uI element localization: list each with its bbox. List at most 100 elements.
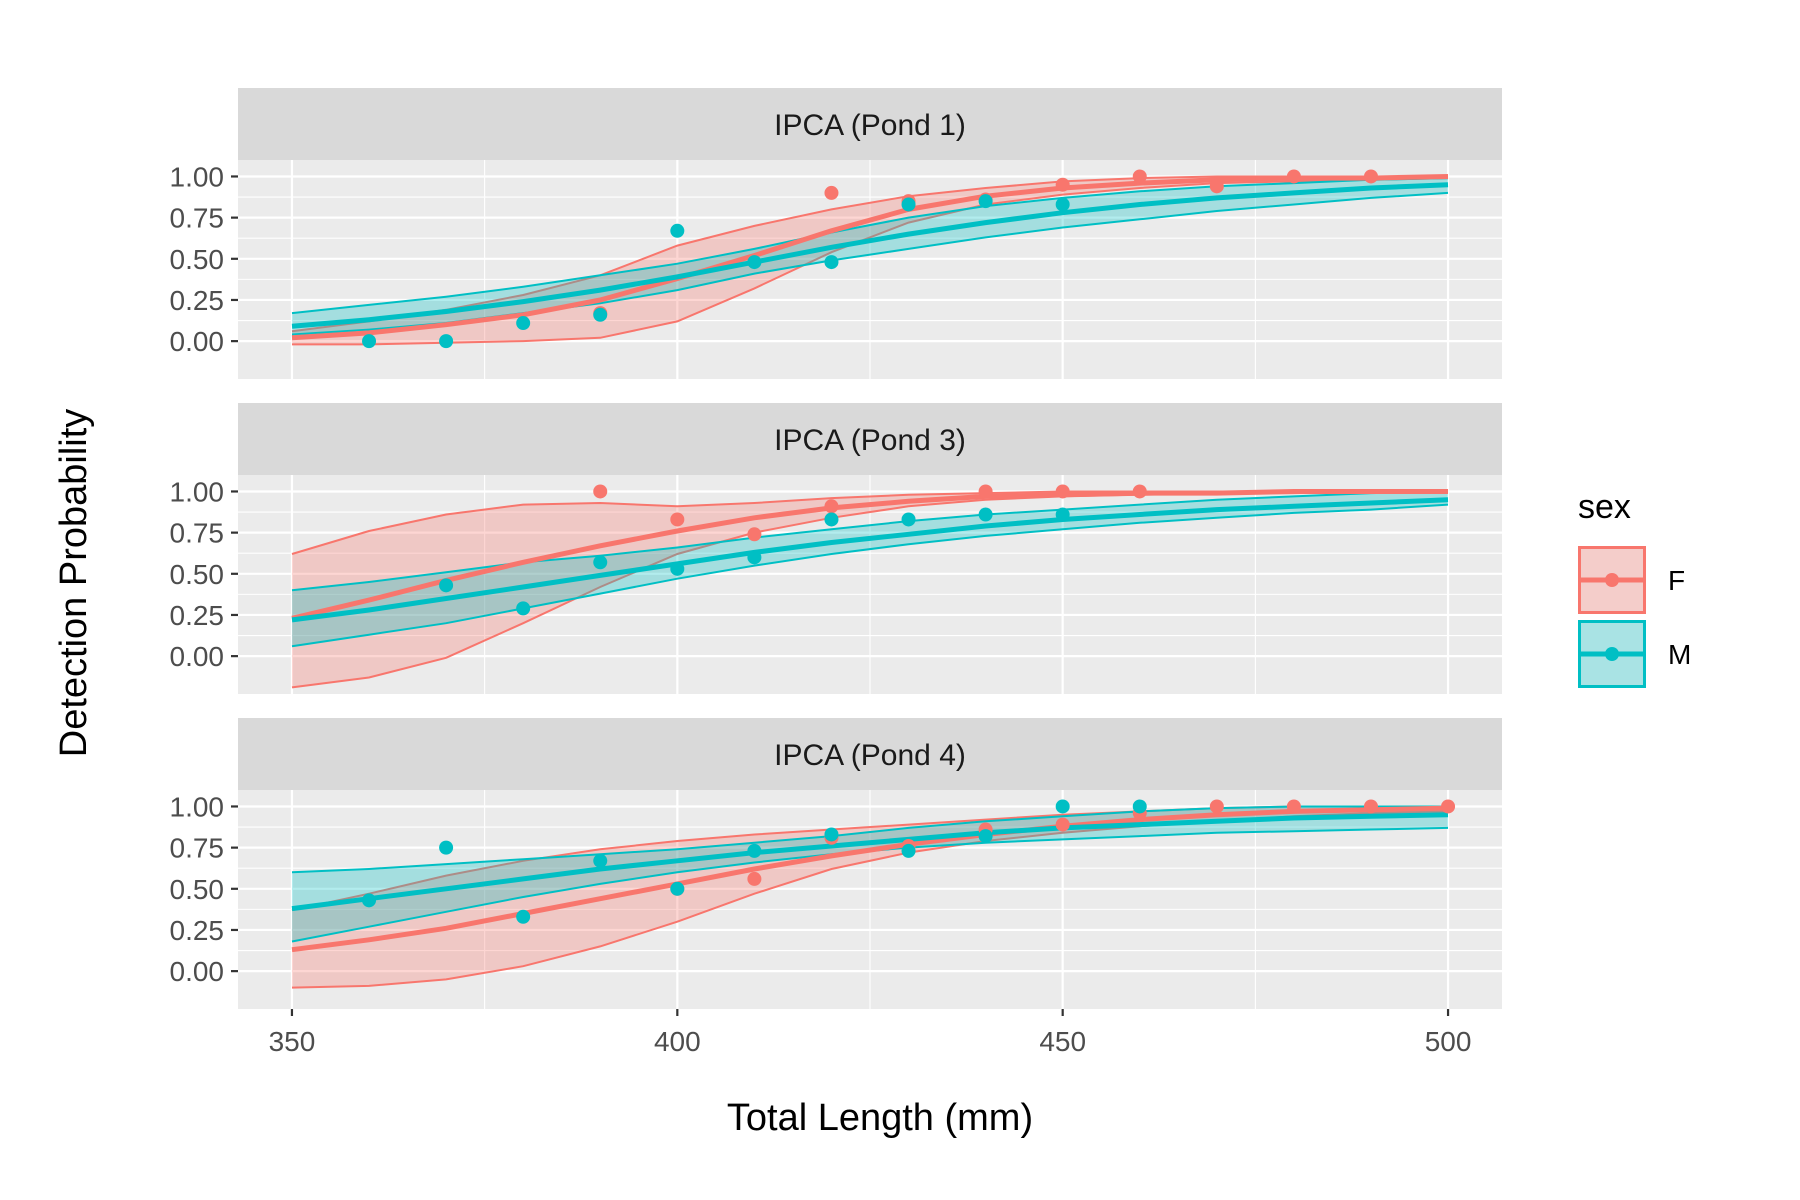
y-tick-label: 1.00 [170, 476, 225, 507]
data-point-M [747, 550, 762, 565]
x-tick-label: 500 [1425, 1026, 1472, 1057]
fit-line-M [291, 812, 1449, 912]
data-point-F [824, 499, 839, 514]
data-point-M [1055, 197, 1070, 212]
data-point-M [516, 316, 531, 331]
y-tick-label: 1.00 [170, 791, 225, 822]
confidence-band-F [292, 806, 1448, 988]
data-point-F [824, 185, 839, 200]
legend-key-point [1605, 573, 1619, 587]
panel-data [291, 484, 1449, 689]
x-axis: 350 400 450 500 [269, 1009, 1472, 1057]
data-point-M [1055, 799, 1070, 814]
data-point-M [978, 829, 993, 844]
x-tick-label: 450 [1039, 1026, 1086, 1057]
y-tick-label: 0.75 [170, 518, 225, 549]
data-point-M [439, 334, 454, 349]
y-tick-label: 0.25 [170, 285, 225, 316]
data-point-M [362, 893, 377, 908]
y-tick-label: 0.75 [170, 203, 225, 234]
data-point-M [901, 512, 916, 527]
legend-title: sex [1578, 488, 1631, 526]
facet-panel: IPCA (Pond 4) 0.00 0.25 0.50 0.75 1.00 [170, 718, 1502, 1009]
band-lower-edge-M [291, 503, 1449, 648]
data-point-M [747, 255, 762, 270]
data-point-M [1132, 799, 1147, 814]
fit-line-M [291, 497, 1449, 623]
data-point-M [670, 223, 685, 238]
data-point-F [978, 484, 993, 499]
legend-label: F [1668, 565, 1685, 596]
data-point-M [824, 255, 839, 270]
y-tick-label: 0.25 [170, 915, 225, 946]
x-tick-label: 350 [269, 1026, 316, 1057]
data-point-M [901, 843, 916, 858]
y-tick-label: 0.50 [170, 874, 225, 905]
data-point-M [1055, 507, 1070, 522]
y-tick-label: 0.50 [170, 559, 225, 590]
band-upper-edge-M [291, 805, 1448, 874]
data-point-M [670, 881, 685, 896]
data-point-F [747, 527, 762, 542]
legend-item-F: F [1578, 546, 1685, 614]
band-lower-edge-F [292, 177, 1449, 346]
data-point-M [593, 853, 608, 868]
data-point-F [1363, 799, 1378, 814]
panel-data [291, 169, 1449, 349]
y-tick-label: 0.00 [170, 956, 225, 987]
data-point-F [1286, 169, 1301, 184]
data-point-M [593, 555, 608, 570]
y-tick-label: 0.50 [170, 244, 225, 275]
fit-line-M [291, 182, 1449, 329]
data-point-F [1209, 179, 1224, 194]
data-point-M [670, 561, 685, 576]
confidence-band-F [292, 491, 1448, 688]
band-upper-edge-M [291, 490, 1449, 592]
facet-strip [238, 718, 1502, 790]
y-tick-label: 0.75 [170, 833, 225, 864]
data-point-M [747, 843, 762, 858]
legend: sex F M [1578, 488, 1691, 688]
fit-line-F [291, 174, 1449, 341]
data-point-F [1209, 799, 1224, 814]
panel-data [291, 799, 1456, 989]
facet-strip [238, 88, 1502, 160]
facet-strip-label: IPCA (Pond 3) [774, 424, 966, 457]
facet-panel: IPCA (Pond 1) 0.00 0.25 0.50 0.75 1.00 [170, 88, 1502, 379]
data-point-M [901, 197, 916, 212]
fit-line-F [291, 489, 1448, 621]
fit-line-F [291, 805, 1449, 953]
y-axis-title: Detection Probability [53, 409, 95, 758]
facet-panel: IPCA (Pond 3) 0.00 0.25 0.50 0.75 1.00 [170, 403, 1502, 694]
data-point-F [747, 871, 762, 886]
data-point-M [516, 909, 531, 924]
data-point-F [670, 512, 685, 527]
data-point-M [824, 827, 839, 842]
data-point-F [1441, 799, 1456, 814]
data-point-M [439, 578, 454, 593]
y-tick-label: 1.00 [170, 161, 225, 192]
data-point-F [1132, 169, 1147, 184]
y-tick-label: 0.25 [170, 600, 225, 631]
legend-item-M: M [1578, 620, 1691, 688]
data-point-F [1055, 177, 1070, 192]
data-point-F [1055, 817, 1070, 832]
facet-strip-label: IPCA (Pond 4) [774, 739, 966, 772]
data-point-M [824, 512, 839, 527]
data-point-F [1055, 484, 1070, 499]
data-point-M [978, 507, 993, 522]
x-axis-title: Total Length (mm) [727, 1097, 1033, 1139]
data-point-F [593, 484, 608, 499]
data-point-M [439, 840, 454, 855]
data-point-M [593, 307, 608, 322]
y-tick-label: 0.00 [170, 641, 225, 672]
facet-strip-label: IPCA (Pond 1) [774, 109, 966, 142]
confidence-band-M [292, 806, 1448, 942]
band-upper-edge-M [291, 177, 1449, 315]
y-tick-label: 0.00 [170, 326, 225, 357]
data-point-M [362, 334, 377, 349]
data-point-F [1132, 484, 1147, 499]
data-point-M [516, 601, 531, 616]
